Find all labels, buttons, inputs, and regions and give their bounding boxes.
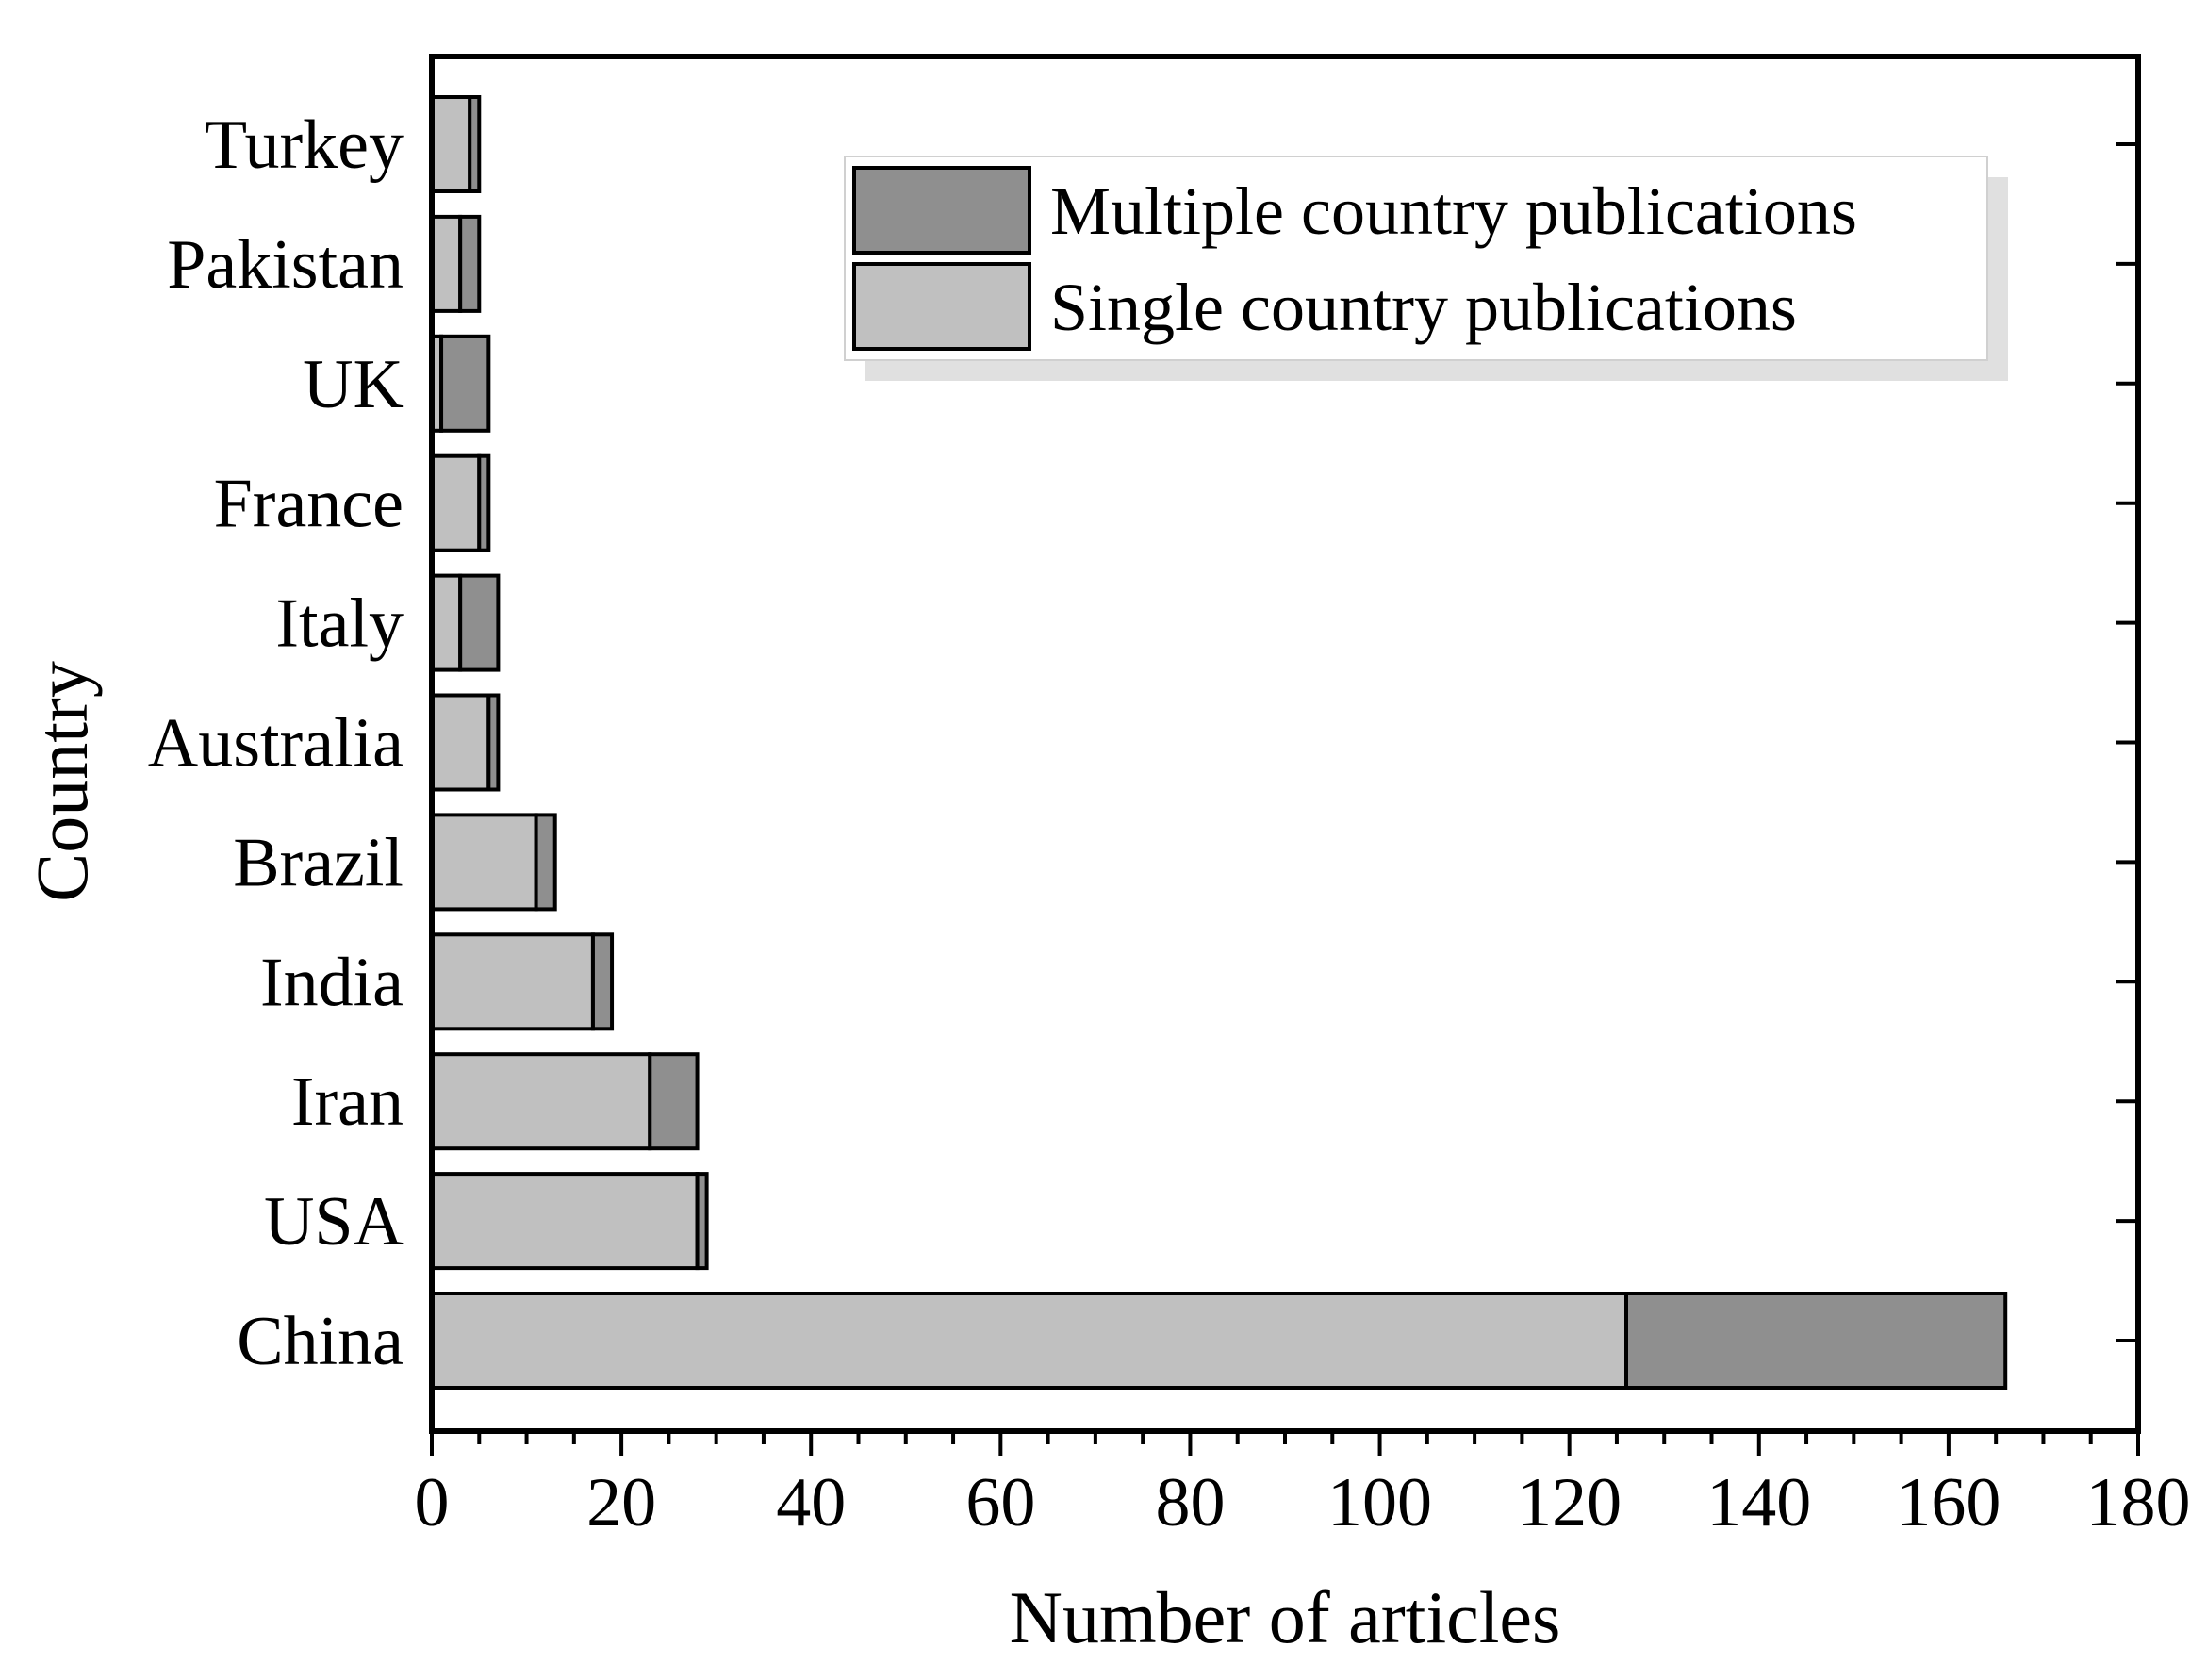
legend-swatch-multiple [852, 166, 1031, 255]
y-tick-label-india: India [260, 944, 404, 1021]
bar-france-multiple [477, 453, 491, 552]
bar-india-single [430, 932, 595, 1031]
x-tick-label-100: 100 [1327, 1464, 1432, 1541]
bar-italy-multiple [458, 573, 501, 672]
bar-china-multiple [1624, 1292, 2008, 1390]
legend-swatch-single [852, 262, 1031, 351]
y-axis-title: Country [21, 661, 103, 902]
bar-pakistan-single [430, 214, 463, 313]
x-tick-label-120: 120 [1517, 1464, 1622, 1541]
bar-iran-single [430, 1052, 652, 1151]
x-tick-label-160: 160 [1896, 1464, 2001, 1541]
x-tick-label-40: 40 [776, 1464, 846, 1541]
bar-pakistan-multiple [458, 214, 482, 313]
ticks-layer [430, 142, 2140, 1456]
bar-australia-multiple [486, 693, 501, 792]
x-tick-label-80: 80 [1155, 1464, 1225, 1541]
bar-australia-single [430, 693, 491, 792]
y-tick-label-uk: UK [303, 346, 404, 423]
bar-usa-multiple [695, 1172, 709, 1271]
y-tick-label-brazil: Brazil [233, 824, 404, 901]
x-tick-label-140: 140 [1706, 1464, 1811, 1541]
y-tick-label-iran: Iran [291, 1063, 404, 1141]
y-tick-label-china: China [237, 1303, 404, 1380]
legend-box [844, 156, 1988, 361]
x-tick-label-20: 20 [586, 1464, 656, 1541]
bars-layer [430, 95, 2008, 1390]
y-tick-label-usa: USA [264, 1183, 404, 1260]
legend: Multiple country publications Single cou… [844, 156, 2008, 381]
y-tick-label-turkey: Turkey [205, 107, 404, 184]
bar-brazil-multiple [534, 813, 557, 912]
legend-label-single: Single country publications [1050, 270, 1797, 345]
bar-turkey-multiple [468, 95, 482, 193]
bar-usa-single [430, 1172, 700, 1271]
bar-china-single [430, 1292, 1628, 1390]
bar-france-single [430, 453, 482, 552]
y-tick-label-australia: Australia [148, 705, 404, 782]
bar-brazil-single [430, 813, 538, 912]
bar-turkey-single [430, 95, 472, 193]
y-tick-label-pakistan: Pakistan [167, 226, 404, 304]
labels-layer: China USA Iran India Brazil Australia Italy Fra… [148, 107, 2191, 1541]
bar-uk-multiple [439, 334, 491, 433]
y-tick-label-france: France [214, 466, 404, 543]
x-tick-label-0: 0 [415, 1464, 450, 1541]
x-axis-title: Number of articles [1010, 1576, 1561, 1658]
x-tick-label-180: 180 [2086, 1464, 2191, 1541]
y-tick-label-italy: Italy [275, 585, 404, 663]
x-tick-label-60: 60 [965, 1464, 1035, 1541]
bar-italy-single [430, 573, 463, 672]
bar-india-multiple [590, 932, 615, 1031]
bar-iran-multiple [648, 1052, 700, 1151]
legend-label-multiple: Multiple country publications [1050, 173, 1857, 249]
